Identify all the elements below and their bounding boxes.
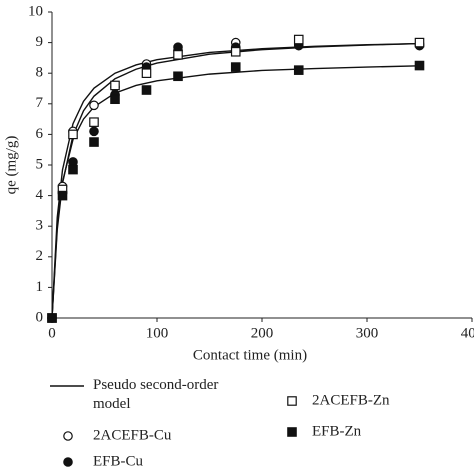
x-tick-label: 400: [461, 325, 474, 341]
y-tick-label: 9: [36, 34, 44, 50]
legend-marker: [63, 431, 73, 441]
data-point: [414, 37, 425, 48]
legend-label: 2ACEFB-Zn: [312, 392, 390, 408]
x-tick-label: 200: [251, 325, 274, 341]
x-tick-label: 300: [356, 325, 379, 341]
data-point: [110, 80, 120, 91]
data-point: [89, 137, 99, 147]
y-tick-label: 0: [36, 309, 44, 325]
y-tick-label: 10: [28, 3, 43, 19]
data-point: [89, 117, 99, 127]
data-point: [293, 65, 304, 75]
y-tick-label: 2: [36, 248, 44, 264]
y-tick-label: 3: [36, 218, 44, 234]
data-point: [293, 34, 304, 45]
y-tick-label: 7: [36, 95, 44, 111]
legend-label: EFB-Cu: [93, 453, 144, 469]
legend-label: EFB-Zn: [312, 423, 362, 439]
data-point: [230, 46, 241, 57]
x-axis-label: Contact time (min): [193, 347, 307, 363]
data-point: [173, 71, 183, 82]
legend-marker: [287, 396, 297, 406]
data-point: [110, 94, 120, 105]
y-tick-label: 1: [36, 279, 44, 295]
legend-label: 2ACEFB-Cu: [93, 427, 172, 443]
data-point: [89, 100, 99, 111]
model-line: [51, 65, 420, 319]
x-tick-label: 100: [146, 325, 169, 341]
data-point: [57, 190, 68, 201]
data-point: [141, 68, 152, 78]
model-line: [51, 42, 420, 319]
y-tick-label: 4: [36, 187, 44, 203]
data-point: [68, 164, 78, 175]
legend-marker: [287, 427, 297, 437]
y-tick-label: 5: [36, 156, 44, 172]
legend-marker: [63, 457, 73, 467]
data-point: [141, 85, 152, 95]
x-tick-label: 0: [48, 325, 56, 341]
data-point: [68, 129, 78, 140]
data-point: [414, 60, 425, 71]
data-point: [47, 313, 57, 323]
data-point: [230, 62, 241, 72]
y-axis-label: qe (mg/g): [3, 136, 19, 195]
legend-label: Pseudo second-order model: [93, 377, 219, 412]
model-line: [51, 42, 420, 319]
data-point: [89, 126, 99, 137]
y-tick-label: 8: [36, 65, 44, 81]
y-tick-label: 6: [36, 126, 44, 142]
data-point: [173, 50, 183, 60]
